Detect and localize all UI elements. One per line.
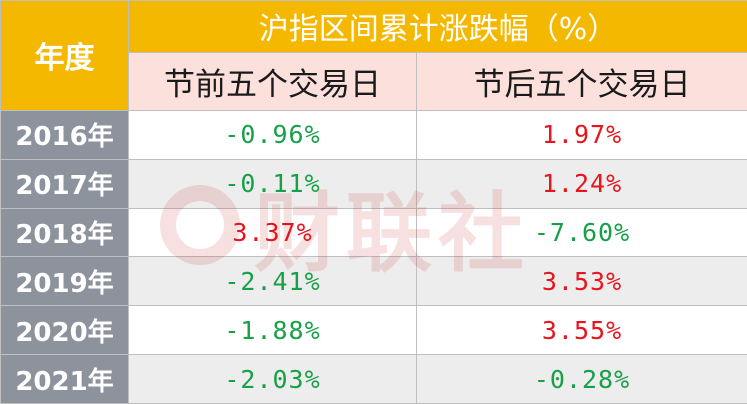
before-value: -0.96% xyxy=(128,109,417,160)
col-before-header: 节前五个交易日 xyxy=(128,51,417,111)
after-value: 1.97% xyxy=(415,109,747,160)
year-cell: 2017年 xyxy=(0,158,129,209)
table-row: 2020年 -1.88% 3.55% xyxy=(0,305,747,356)
before-value: -2.41% xyxy=(128,256,417,307)
table-row: 2017年 -0.11% 1.24% xyxy=(0,158,747,209)
before-value: -1.88% xyxy=(128,305,417,356)
before-value: -2.03% xyxy=(128,354,417,404)
after-value: 3.53% xyxy=(415,256,747,307)
table-row: 2021年 -2.03% -0.28% xyxy=(0,354,747,404)
col-after-header: 节后五个交易日 xyxy=(415,51,747,111)
before-value: 3.37% xyxy=(128,207,417,258)
after-value: 1.24% xyxy=(415,158,747,209)
after-value: 3.55% xyxy=(415,305,747,356)
after-value: -7.60% xyxy=(415,207,747,258)
year-cell: 2019年 xyxy=(0,256,129,307)
year-cell: 2020年 xyxy=(0,305,129,356)
year-cell: 2016年 xyxy=(0,109,129,160)
year-cell: 2021年 xyxy=(0,354,129,404)
year-column-header: 年度 xyxy=(0,0,129,111)
table-title: 沪指区间累计涨跌幅（%） xyxy=(127,0,747,53)
after-value: -0.28% xyxy=(415,354,747,404)
before-value: -0.11% xyxy=(128,158,417,209)
table-row: 2018年 3.37% -7.60% xyxy=(0,207,747,258)
table-row: 2016年 -0.96% 1.97% xyxy=(0,109,747,160)
table-row: 2019年 -2.41% 3.53% xyxy=(0,256,747,307)
year-cell: 2018年 xyxy=(0,207,129,258)
